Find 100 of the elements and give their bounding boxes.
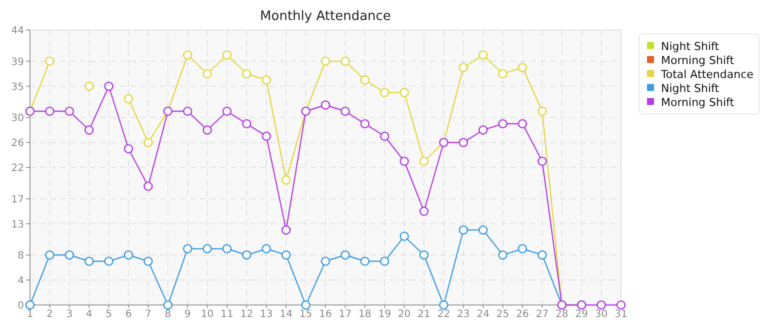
- chart-title: Monthly Attendance: [260, 9, 391, 24]
- x-tick-label: 18: [358, 309, 372, 320]
- y-tick-label: 26: [11, 138, 24, 149]
- point: [419, 250, 429, 260]
- x-tick-label: 31: [614, 309, 628, 320]
- point: [360, 75, 370, 85]
- point: [202, 244, 212, 254]
- point: [518, 119, 528, 128]
- point: [84, 125, 94, 135]
- point: [124, 250, 134, 260]
- x-tick-label: 8: [164, 309, 172, 320]
- point: [340, 250, 350, 260]
- point: [400, 88, 409, 98]
- y-tick-label: 13: [11, 219, 24, 230]
- x-tick-label: 6: [125, 309, 132, 320]
- x-tick-label: 12: [240, 309, 254, 320]
- x-tick-label: 20: [398, 309, 411, 320]
- y-tick-label: 4: [18, 276, 24, 286]
- point: [538, 156, 547, 166]
- y-tick-label: 17: [11, 194, 24, 206]
- point: [144, 182, 153, 191]
- point: [124, 94, 134, 104]
- x-tick-label: 9: [184, 309, 191, 320]
- legend-label: Morning Shift: [661, 96, 735, 109]
- point: [202, 125, 212, 135]
- y-tick-label: 30: [11, 113, 24, 124]
- y-tick-label: 44: [11, 26, 24, 36]
- x-tick-label: 25: [496, 309, 510, 320]
- point: [400, 232, 409, 241]
- point: [498, 119, 508, 128]
- point: [104, 256, 114, 266]
- point: [222, 106, 232, 116]
- point: [458, 138, 468, 148]
- y-tick-label: 8: [18, 250, 24, 262]
- point: [281, 250, 291, 260]
- point: [262, 75, 272, 85]
- point: [458, 62, 468, 72]
- point: [478, 50, 488, 60]
- point: [222, 50, 232, 60]
- x-tick-label: 13: [260, 309, 273, 320]
- point: [124, 144, 134, 154]
- x-tick-label: 11: [220, 309, 234, 320]
- point: [163, 300, 173, 310]
- legend-label: Night Shift: [661, 82, 720, 95]
- x-tick-label: 27: [536, 309, 549, 320]
- point: [538, 106, 547, 116]
- point: [478, 125, 488, 135]
- point: [182, 244, 192, 254]
- point: [518, 62, 528, 72]
- point: [281, 175, 291, 185]
- point: [262, 132, 272, 141]
- point: [400, 156, 409, 166]
- legend-label: Night Shift: [661, 40, 720, 53]
- x-tick-label: 17: [338, 309, 352, 320]
- point: [262, 244, 272, 254]
- x-tick-label: 26: [516, 309, 529, 320]
- point: [380, 88, 390, 98]
- point: [182, 50, 192, 60]
- point: [64, 106, 74, 116]
- point: [242, 69, 252, 78]
- point: [340, 106, 350, 116]
- point: [202, 69, 212, 78]
- point: [419, 156, 429, 166]
- point: [222, 244, 232, 254]
- point: [320, 256, 330, 266]
- y-tick-label: 39: [11, 56, 24, 68]
- x-tick-label: 15: [299, 309, 312, 320]
- point: [242, 119, 252, 128]
- point: [439, 300, 448, 310]
- x-tick-label: 28: [556, 309, 568, 320]
- x-tick-label: 23: [457, 309, 470, 320]
- point: [84, 256, 94, 266]
- y-tick-label: 0: [18, 300, 24, 312]
- point: [242, 250, 252, 260]
- point: [498, 69, 508, 78]
- x-tick-label: 4: [86, 309, 92, 320]
- point: [596, 300, 606, 310]
- point: [538, 250, 547, 260]
- x-tick-label: 3: [66, 309, 73, 320]
- x-tick-label: 1: [26, 309, 34, 320]
- point: [281, 225, 291, 235]
- point: [478, 225, 488, 235]
- point: [64, 250, 74, 260]
- point: [380, 132, 390, 141]
- point: [518, 244, 528, 254]
- x-tick-label: 14: [280, 309, 292, 320]
- point: [419, 206, 429, 216]
- point: [144, 256, 153, 266]
- legend-label: Total Attendance: [660, 68, 754, 81]
- legend-label: Morning Shift: [661, 54, 735, 67]
- x-tick-label: 7: [145, 309, 152, 320]
- point: [45, 106, 54, 116]
- y-tick-label: 22: [11, 163, 24, 174]
- x-tick-label: 16: [319, 309, 332, 320]
- x-tick-label: 29: [575, 309, 588, 320]
- x-tick-label: 2: [46, 309, 53, 320]
- point: [360, 119, 370, 128]
- x-tick-label: 5: [106, 309, 112, 320]
- point: [104, 82, 114, 91]
- point: [25, 300, 35, 310]
